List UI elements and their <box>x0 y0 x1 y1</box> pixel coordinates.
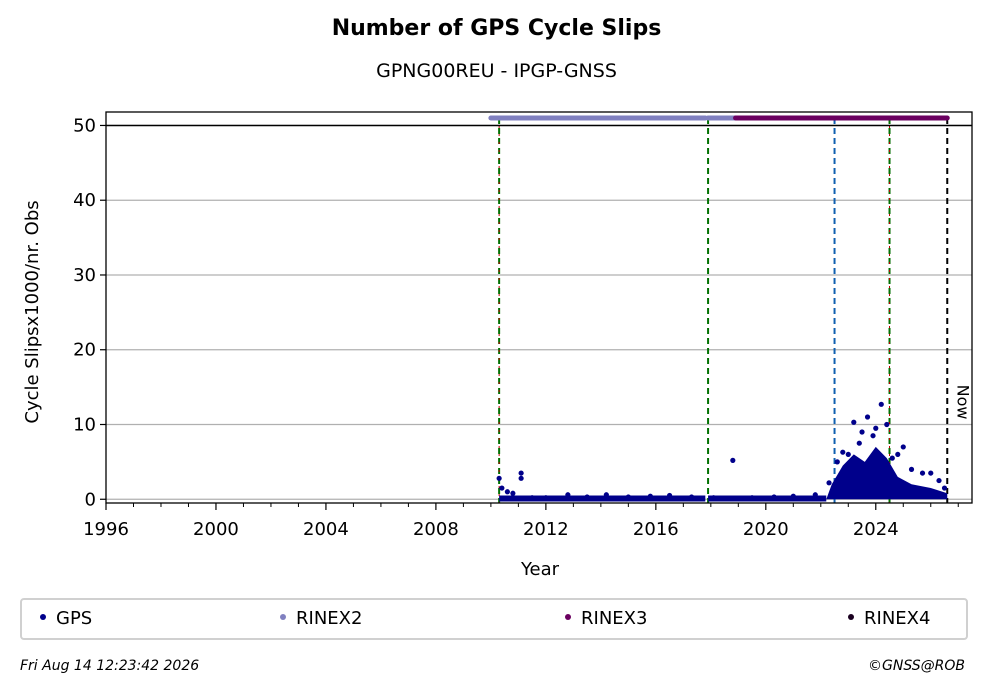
x-axis-label: Year <box>520 559 560 580</box>
gps-point <box>543 495 549 501</box>
y-axis-label: Cycle Slipsx1000/nr. Obs <box>22 200 43 423</box>
gps-point <box>584 494 590 500</box>
gps-point <box>603 492 609 498</box>
legend-label: RINEX4 <box>864 608 931 629</box>
legend: GPS RINEX2 RINEX3 RINEX4 <box>20 598 968 640</box>
gps-point <box>529 495 535 501</box>
x-tick-label: 2004 <box>303 519 349 540</box>
gps-point <box>884 421 890 428</box>
gps-point <box>900 444 906 450</box>
gps-point <box>666 492 673 499</box>
y-tick-label: 50 <box>73 115 96 136</box>
gps-point <box>859 429 865 435</box>
x-tick-label: 2012 <box>523 519 569 540</box>
gps-point <box>936 477 942 484</box>
gps-point <box>856 440 862 446</box>
gps-point <box>730 457 736 463</box>
y-tick-label: 10 <box>73 415 96 436</box>
credit: ©GNSS@ROB <box>868 658 965 674</box>
chart-title: Number of GPS Cycle Slips <box>331 16 662 41</box>
legend-label: RINEX3 <box>581 608 648 629</box>
legend-label: RINEX2 <box>296 608 363 629</box>
gps-point <box>878 401 884 407</box>
gps-points <box>496 401 948 502</box>
gps-point <box>518 470 524 476</box>
gps-marker-icon <box>40 614 46 620</box>
legend-item-gps: GPS <box>40 608 92 629</box>
gps-point <box>812 492 818 498</box>
legend-label: GPS <box>56 608 93 629</box>
gps-point <box>504 489 510 495</box>
gps-point <box>873 425 879 431</box>
x-tick-label: 2016 <box>633 519 679 540</box>
x-tick-label: 2020 <box>743 519 789 540</box>
rinex3-marker-icon <box>565 614 571 620</box>
y-tick-label: 0 <box>85 489 96 510</box>
event-lines <box>498 117 949 503</box>
legend-item-rinex4: RINEX4 <box>848 608 930 629</box>
rinex2-marker-icon <box>280 614 286 620</box>
gps-dense-cluster <box>826 446 948 500</box>
gps-point <box>510 490 516 496</box>
gps-point <box>919 470 926 476</box>
gps-point <box>499 485 505 491</box>
gps-point <box>895 451 901 458</box>
timestamp: Fri Aug 14 12:23:42 2026 <box>20 658 200 674</box>
x-tick-label: 1996 <box>83 519 129 540</box>
gps-point <box>845 451 851 458</box>
gps-point <box>864 414 871 420</box>
x-tick-label: 2008 <box>413 519 459 540</box>
gps-point <box>834 459 840 465</box>
y-tick-label: 30 <box>73 265 96 286</box>
gps-point <box>908 466 915 472</box>
gps-point <box>889 455 895 461</box>
gps-point <box>771 494 777 500</box>
x-tick-label: 2024 <box>853 519 899 540</box>
chart-subtitle: GPNG00REU - IPGP-GNSS <box>376 60 617 82</box>
gps-point <box>928 470 934 476</box>
x-tick-label: 2000 <box>193 519 239 540</box>
axes: 0 10 20 30 40 50 1996 2000 2004 2008 2012 2016 2020 2… <box>73 111 973 540</box>
gps-point <box>870 433 876 439</box>
gps-point <box>647 493 653 499</box>
gps-point <box>941 485 948 491</box>
gps-point <box>826 480 832 486</box>
gps-point <box>851 419 857 425</box>
gps-point <box>790 493 796 499</box>
legend-item-rinex3: RINEX3 <box>565 608 647 629</box>
gps-point <box>625 494 631 500</box>
gps-point <box>565 492 571 498</box>
gps-point <box>710 495 717 501</box>
y-tick-label: 40 <box>73 190 96 211</box>
y-tick-label: 20 <box>73 340 96 361</box>
grid <box>106 124 972 500</box>
gps-point <box>496 475 502 481</box>
now-annotation: Now <box>953 385 972 420</box>
legend-item-rinex2: RINEX2 <box>280 608 362 629</box>
gps-point <box>688 494 695 500</box>
gps-point <box>749 495 755 501</box>
plot-frame <box>105 111 973 504</box>
gps-point <box>518 475 524 481</box>
rinex4-marker-icon <box>848 614 854 620</box>
gps-point <box>840 449 846 455</box>
